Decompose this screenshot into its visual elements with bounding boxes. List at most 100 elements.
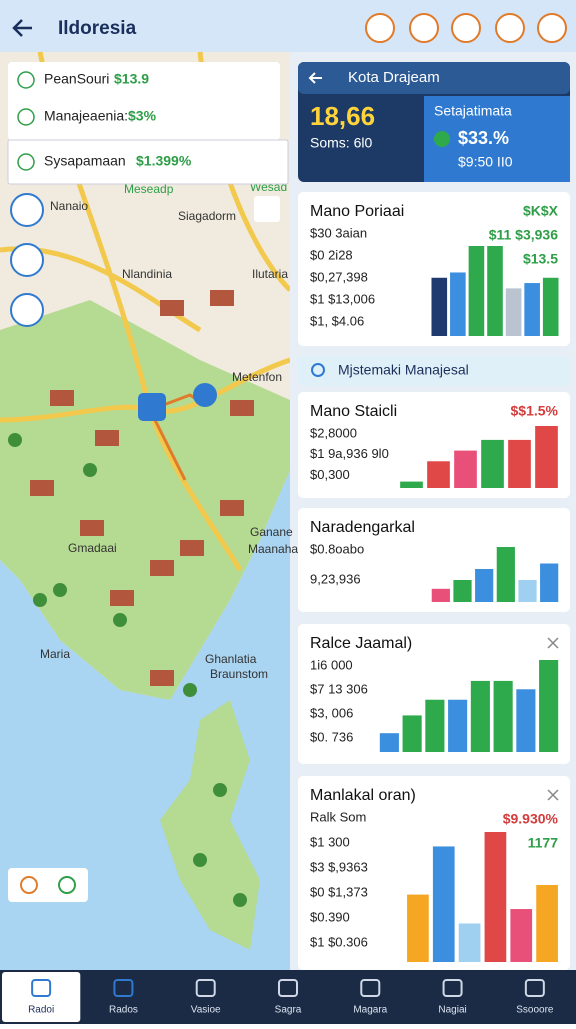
row-value: $1.399% — [136, 153, 192, 169]
map-building — [180, 540, 204, 556]
card-line: $1, $4.06 — [310, 313, 364, 328]
map-tree — [33, 593, 47, 607]
nav-icon[interactable] — [195, 979, 216, 997]
summary-value: 18,66 — [310, 101, 375, 131]
side-value: $33.% — [458, 128, 509, 148]
bar — [508, 439, 531, 488]
map-label: Nanaio — [50, 199, 88, 213]
bar — [400, 481, 423, 488]
bar — [379, 733, 399, 752]
search-icon — [311, 363, 325, 377]
map-building — [95, 430, 119, 446]
bar — [458, 923, 481, 962]
map-tree — [83, 463, 97, 477]
bar — [431, 277, 448, 336]
bar — [448, 699, 468, 752]
side-icon — [434, 131, 450, 147]
overlay-card — [8, 62, 280, 140]
map-tree — [193, 853, 207, 867]
nav-icon[interactable] — [360, 979, 381, 997]
nav-label: Radoi — [28, 1005, 54, 1016]
map-label: Siagadorm — [178, 209, 236, 223]
header-icon[interactable] — [409, 13, 439, 43]
map-tool[interactable] — [10, 293, 44, 327]
summary-sub: Soms: 6l0 — [310, 135, 372, 151]
map-tree — [8, 433, 22, 447]
bar — [484, 832, 507, 962]
map-tree — [233, 893, 247, 907]
summary-title: Kota Drajeam — [348, 69, 440, 86]
bar — [481, 439, 504, 488]
row-icon — [17, 71, 35, 89]
header-icon[interactable] — [365, 13, 395, 43]
card-line: $7 13 306 — [310, 681, 368, 696]
nav-label: Sagra — [275, 1005, 302, 1016]
map-label: Metenfon — [232, 370, 282, 384]
nav-icon[interactable] — [31, 979, 52, 997]
card-line: $0 2i28 — [310, 247, 353, 262]
search-bar[interactable] — [298, 356, 570, 386]
map-building — [150, 670, 174, 686]
close-button[interactable] — [547, 789, 559, 801]
map-pin[interactable] — [193, 383, 217, 407]
card-title: Mano Staicli — [310, 403, 397, 420]
nav-icon[interactable] — [113, 979, 134, 997]
close-button[interactable] — [547, 637, 559, 649]
card-line: $0.390 — [310, 909, 350, 924]
map-tool[interactable] — [10, 193, 44, 227]
header-icon[interactable] — [451, 13, 481, 43]
bar — [431, 588, 450, 602]
side-sub: $9:50 II0 — [458, 154, 513, 170]
card-line: $30 3aian — [310, 225, 367, 240]
nav-label: Ssooore — [516, 1005, 554, 1016]
map-building — [80, 520, 104, 536]
bar — [505, 288, 522, 336]
card-line: $3, 006 — [310, 705, 353, 720]
bar — [496, 547, 515, 602]
card-title: Naradengarkal — [310, 519, 415, 536]
bar — [450, 272, 466, 336]
control-icon[interactable] — [58, 876, 76, 894]
card-line: Ralk Som — [310, 809, 366, 824]
row-icon — [17, 153, 35, 171]
control-icon[interactable] — [20, 876, 38, 894]
zoom-button[interactable] — [254, 196, 280, 222]
card-line: $1 $0.306 — [310, 934, 368, 949]
card-line: $3 $,9363 — [310, 859, 368, 874]
card-badge: $K$X — [523, 203, 559, 219]
bar — [524, 283, 540, 336]
map-building — [30, 480, 54, 496]
map-label: Ilutaria — [252, 267, 288, 281]
map-building — [150, 560, 174, 576]
header-icon[interactable] — [537, 13, 567, 43]
nav-icon[interactable] — [442, 979, 463, 997]
bar — [453, 580, 472, 602]
app-title: Ildoresia — [58, 18, 137, 39]
map-label: Gmadaai — [68, 541, 117, 555]
row-value: $13.9 — [114, 71, 149, 87]
card-line: $0,300 — [310, 467, 350, 482]
side-title: Setajatimata — [434, 103, 512, 119]
nav-icon[interactable] — [524, 979, 545, 997]
card-value: 1177 — [528, 835, 559, 851]
map-label: Maria — [40, 647, 70, 661]
nav-label: Magara — [353, 1005, 387, 1016]
back-icon[interactable] — [308, 72, 322, 84]
bar — [518, 580, 537, 602]
map-marker[interactable] — [138, 393, 166, 421]
map-label: Maanaha — [248, 542, 298, 556]
bar — [493, 680, 513, 752]
map-tool[interactable] — [10, 243, 44, 277]
bar — [425, 699, 445, 752]
bar — [432, 846, 455, 962]
back-button[interactable] — [12, 19, 32, 37]
row-value: $3% — [128, 108, 157, 124]
map-building — [210, 290, 234, 306]
bar — [475, 569, 494, 602]
map-building — [110, 590, 134, 606]
card-value: $11 $3,936 — [489, 227, 559, 243]
header-icon[interactable] — [495, 13, 525, 43]
row-label: Manajeaenia: — [44, 108, 128, 124]
nav-icon[interactable] — [278, 979, 298, 997]
